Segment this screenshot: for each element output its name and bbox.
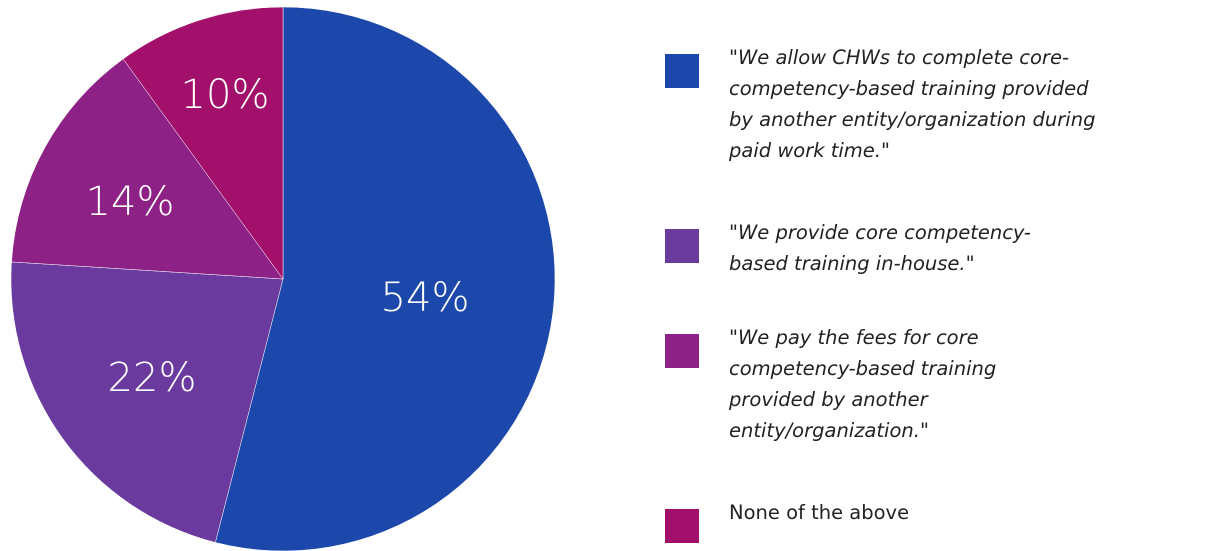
legend-label: "We allow CHWs to complete core-competen… xyxy=(729,42,1199,166)
legend-label-line: "We allow CHWs to complete core- xyxy=(729,46,1069,69)
legend-swatch xyxy=(665,54,699,88)
slice-label-2: 22% xyxy=(108,355,197,401)
legend-label-line: None of the above xyxy=(729,501,910,524)
legend-label-line: paid work time." xyxy=(729,139,890,162)
slice-label-3: 14% xyxy=(86,179,175,225)
pie-slice-1 xyxy=(215,6,556,551)
legend-label: "We provide core competency-based traini… xyxy=(729,217,1199,279)
legend-label-line: competency-based training xyxy=(729,357,997,380)
pie-chart: 54% 22% 14% 10% xyxy=(10,6,556,551)
legend: "We allow CHWs to complete core-competen… xyxy=(665,0,1211,551)
legend-item-4: None of the above xyxy=(665,497,1199,543)
legend-label-line: entity/organization." xyxy=(729,419,929,442)
legend-swatch xyxy=(665,334,699,368)
pie-slice-2 xyxy=(10,261,284,543)
pie-slice-3 xyxy=(11,58,284,280)
legend-item-2: "We provide core competency-based traini… xyxy=(665,217,1199,279)
slice-label-1: 54% xyxy=(381,275,470,321)
legend-label-line: by another entity/organization during xyxy=(729,108,1096,131)
legend-label-line: competency-based training provided xyxy=(729,77,1089,100)
legend-item-1: "We allow CHWs to complete core-competen… xyxy=(665,42,1199,166)
legend-swatch xyxy=(665,509,699,543)
legend-label: "We pay the fees for core competency-base… xyxy=(729,322,1199,446)
slice-label-4: 10% xyxy=(181,72,270,118)
legend-item-3: "We pay the fees for core competency-base… xyxy=(665,322,1199,446)
legend-label-line: provided by another xyxy=(729,388,928,411)
legend-label: None of the above xyxy=(729,497,1199,528)
legend-label-line: based training in-house." xyxy=(729,252,975,275)
legend-label-line: "We provide core competency- xyxy=(729,221,1031,244)
pie-slice-4 xyxy=(122,6,284,280)
legend-label-line: "We pay the fees for core xyxy=(729,326,979,349)
legend-swatch xyxy=(665,229,699,263)
